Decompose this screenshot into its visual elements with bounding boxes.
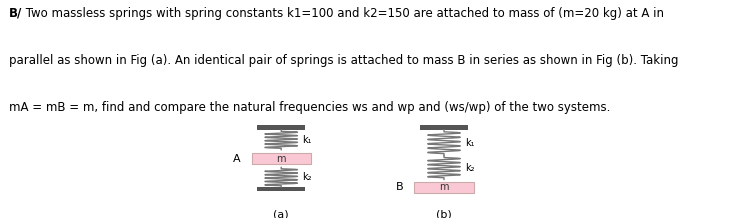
- Text: Two massless springs with spring constants k1=100 and k2=150 are attached to mas: Two massless springs with spring constan…: [22, 7, 665, 20]
- Text: B: B: [396, 182, 403, 192]
- Text: k₂: k₂: [302, 172, 312, 182]
- Text: m: m: [277, 153, 286, 164]
- Text: k₁: k₁: [465, 138, 474, 148]
- Text: (a): (a): [273, 209, 289, 218]
- Text: m: m: [440, 182, 448, 192]
- Text: mA = mB = m, find and compare the natural frequencies ws and wp and (ws/wp) of t: mA = mB = m, find and compare the natura…: [9, 101, 610, 114]
- FancyBboxPatch shape: [258, 125, 306, 130]
- FancyBboxPatch shape: [258, 187, 306, 191]
- Text: k₂: k₂: [465, 163, 474, 173]
- Text: B/: B/: [9, 7, 22, 20]
- Text: (b): (b): [436, 209, 452, 218]
- Text: A: A: [233, 153, 240, 164]
- FancyBboxPatch shape: [414, 182, 474, 193]
- FancyBboxPatch shape: [252, 153, 311, 164]
- FancyBboxPatch shape: [420, 125, 468, 130]
- Text: parallel as shown in Fig (a). An identical pair of springs is attached to mass B: parallel as shown in Fig (a). An identic…: [9, 54, 679, 67]
- Text: k₁: k₁: [302, 135, 312, 145]
